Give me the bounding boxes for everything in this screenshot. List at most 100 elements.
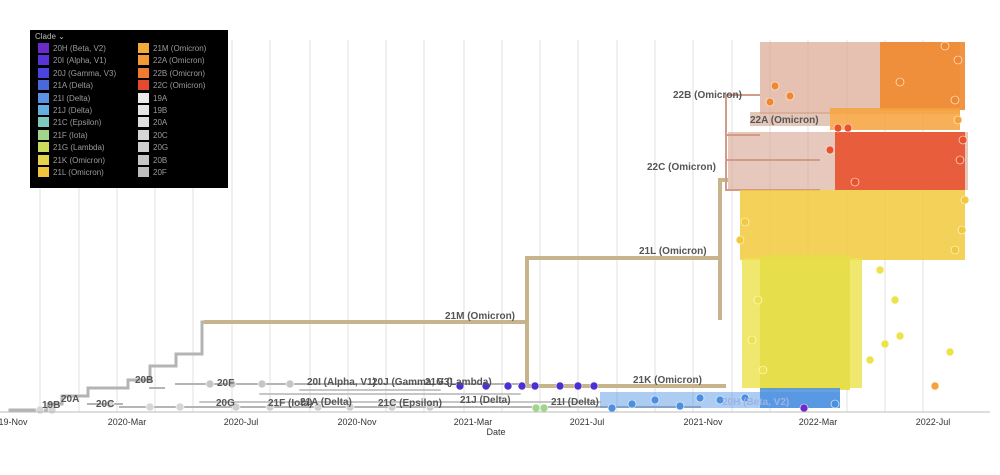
clade-22C-block bbox=[728, 132, 968, 190]
legend-item[interactable]: 21F (Iota) bbox=[38, 129, 88, 141]
legend-label: 22B (Omicron) bbox=[153, 68, 206, 78]
branch-label: 21C (Epsilon) bbox=[378, 398, 442, 409]
branch-label: 21M (Omicron) bbox=[445, 311, 515, 322]
legend-item[interactable]: 20H (Beta, V2) bbox=[38, 43, 106, 54]
legend-swatch bbox=[138, 117, 149, 128]
branch-label: 20C bbox=[96, 399, 114, 410]
legend-swatch bbox=[138, 80, 149, 91]
legend-item[interactable]: 21I (Delta) bbox=[38, 92, 91, 104]
clade-legend: Clade ⌄ 20H (Beta, V2) 20I (Alpha, V1) 20J… bbox=[30, 30, 228, 188]
branch-label: 20F bbox=[217, 378, 234, 389]
legend-label: 20C bbox=[153, 130, 168, 140]
legend-swatch bbox=[138, 129, 149, 140]
legend-label: 21I (Delta) bbox=[53, 93, 91, 103]
legend-swatch bbox=[138, 43, 149, 53]
legend-title[interactable]: Clade ⌄ bbox=[35, 32, 65, 41]
legend-swatch bbox=[38, 43, 49, 53]
x-axis: 19-Nov 2020-Mar 2020-Jul 2020-Nov 2021-M… bbox=[0, 411, 990, 437]
legend-item[interactable]: 22B (Omicron) bbox=[138, 67, 206, 79]
legend-label: 21L (Omicron) bbox=[53, 168, 104, 177]
x-tick-label: 2020-Mar bbox=[108, 417, 147, 427]
legend-item[interactable]: 21L (Omicron) bbox=[38, 167, 104, 178]
legend-label: 20H (Beta, V2) bbox=[53, 44, 106, 53]
x-tick-label: 2020-Jul bbox=[224, 417, 259, 427]
x-tick-label: 2022-Mar bbox=[799, 417, 838, 427]
legend-item[interactable]: 21K (Omicron) bbox=[38, 154, 106, 166]
legend-label: 21F (Iota) bbox=[53, 130, 88, 140]
branch-label: 21J (Delta) bbox=[460, 395, 511, 406]
legend-swatch bbox=[38, 80, 49, 91]
legend-item[interactable]: 19A bbox=[138, 92, 168, 104]
legend-item[interactable]: 20B bbox=[138, 154, 168, 166]
legend-swatch bbox=[38, 67, 49, 78]
branch-label: 20A bbox=[61, 394, 79, 405]
legend-item[interactable]: 21M (Omicron) bbox=[138, 43, 206, 54]
legend-label: 19A bbox=[153, 93, 168, 103]
branch-label: 22A (Omicron) bbox=[750, 115, 819, 126]
x-tick-label: 19-Nov bbox=[0, 417, 28, 427]
legend-label: 20J (Gamma, V3) bbox=[53, 68, 117, 78]
clade-22A-block bbox=[750, 108, 960, 130]
legend-label: 20A bbox=[153, 118, 168, 128]
legend-item[interactable]: 19B bbox=[138, 105, 167, 116]
branch-label: 20B bbox=[135, 375, 153, 386]
chevron-down-icon: ⌄ bbox=[58, 32, 65, 41]
legend-label: 21J (Delta) bbox=[53, 106, 93, 115]
legend-label: 22C (Omicron) bbox=[153, 81, 206, 91]
legend-label: 21G (Lambda) bbox=[53, 143, 105, 153]
early-backbone bbox=[8, 320, 701, 412]
branch-label: 21L (Omicron) bbox=[639, 246, 707, 257]
tip-markers bbox=[35, 41, 970, 415]
legend-label: 22A (Omicron) bbox=[153, 56, 205, 66]
branch-label: 22B (Omicron) bbox=[673, 90, 742, 101]
legend-item[interactable]: 20C bbox=[138, 129, 168, 141]
branch-label: 21I (Delta) bbox=[551, 397, 599, 408]
legend-swatch bbox=[138, 92, 149, 103]
legend-swatch bbox=[38, 129, 49, 140]
branch-label: 21G (Lambda) bbox=[425, 377, 492, 388]
legend-item[interactable]: 21G (Lambda) bbox=[38, 142, 105, 153]
legend-label: 21K (Omicron) bbox=[53, 155, 106, 165]
legend-swatch bbox=[138, 142, 149, 153]
legend-item[interactable]: 20I (Alpha, V1) bbox=[38, 55, 106, 66]
branch-label: 21A (Delta) bbox=[300, 397, 352, 408]
legend-swatch bbox=[38, 167, 49, 177]
branch-labels: 22B (Omicron) 22A (Omicron) 22C (Omicron… bbox=[42, 90, 819, 411]
x-tick-label: 2022-Jul bbox=[916, 417, 951, 427]
x-tick-label: 2021-Jul bbox=[570, 417, 605, 427]
x-tick-label: 2021-Nov bbox=[683, 417, 723, 427]
branch-label: 22C (Omicron) bbox=[647, 162, 716, 173]
legend-label: 21A (Delta) bbox=[53, 81, 94, 91]
legend-label: 19B bbox=[153, 106, 168, 115]
legend-label: 20G bbox=[153, 143, 169, 153]
legend-swatch bbox=[38, 92, 49, 103]
legend-item[interactable]: 20G bbox=[138, 142, 168, 153]
x-tick-label: 2020-Nov bbox=[337, 417, 377, 427]
legend-item[interactable]: 21C (Epsilon) bbox=[38, 117, 101, 128]
legend-swatch bbox=[138, 105, 149, 115]
legend-item[interactable]: 22A (Omicron) bbox=[138, 55, 205, 66]
legend-title-text: Clade bbox=[35, 32, 56, 41]
legend-item[interactable]: 20J (Gamma, V3) bbox=[38, 67, 117, 79]
legend-item[interactable]: 20A bbox=[138, 117, 167, 128]
legend-item[interactable]: 21J (Delta) bbox=[38, 105, 92, 116]
legend-item[interactable]: 22C (Omicron) bbox=[138, 80, 205, 91]
omicron-trunk bbox=[204, 178, 728, 388]
branch-label: 20G bbox=[216, 398, 235, 409]
legend-item[interactable]: 21A (Delta) bbox=[38, 80, 93, 91]
x-tick-label: 2021-Mar bbox=[454, 417, 493, 427]
legend-label: 20B bbox=[153, 155, 168, 165]
legend-label: 21C (Epsilon) bbox=[53, 118, 102, 128]
branch-label: 21F (Iota) bbox=[268, 398, 312, 409]
legend-swatch bbox=[38, 55, 49, 66]
legend-swatch bbox=[138, 154, 149, 165]
legend-item[interactable]: 20F bbox=[138, 167, 167, 178]
legend-swatch bbox=[38, 154, 49, 165]
branch-label: 20H (Beta, V2) bbox=[722, 397, 789, 408]
branch-label: 20I (Alpha, V1) bbox=[307, 377, 376, 388]
legend-swatch bbox=[38, 142, 49, 153]
legend-label: 20F bbox=[153, 168, 167, 177]
legend-swatch bbox=[138, 167, 149, 177]
branch-label: 20J (Gamma, V3) bbox=[372, 377, 453, 388]
clade-22B-block bbox=[760, 42, 965, 114]
